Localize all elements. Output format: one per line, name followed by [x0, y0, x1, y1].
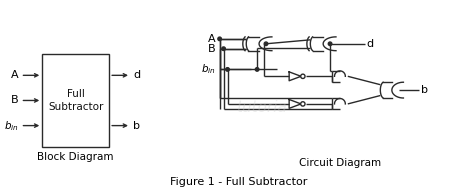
Text: $b_{in}$: $b_{in}$ — [201, 63, 216, 76]
Text: Figure 1 - Full Subtractor: Figure 1 - Full Subtractor — [170, 177, 307, 187]
Text: Full: Full — [67, 89, 85, 99]
Text: A: A — [208, 34, 216, 44]
Text: $b_{in}$: $b_{in}$ — [4, 119, 18, 132]
Text: A: A — [11, 70, 18, 80]
Text: d: d — [366, 39, 374, 49]
Circle shape — [264, 42, 268, 45]
Circle shape — [222, 47, 225, 51]
Circle shape — [218, 37, 221, 41]
Text: Block Diagram: Block Diagram — [37, 152, 114, 162]
Text: b: b — [133, 121, 140, 131]
Text: Circuit Diagram: Circuit Diagram — [299, 158, 381, 168]
Text: tutoria: tutoria — [236, 100, 286, 115]
Circle shape — [301, 102, 305, 106]
Circle shape — [226, 68, 229, 71]
Bar — [42, 54, 109, 147]
Text: B: B — [208, 44, 216, 54]
Text: Subtractor: Subtractor — [48, 102, 103, 112]
Text: B: B — [11, 95, 18, 105]
Circle shape — [328, 42, 332, 45]
Circle shape — [255, 68, 259, 71]
Circle shape — [301, 74, 305, 78]
Text: b: b — [421, 85, 428, 95]
Text: d: d — [133, 70, 140, 80]
